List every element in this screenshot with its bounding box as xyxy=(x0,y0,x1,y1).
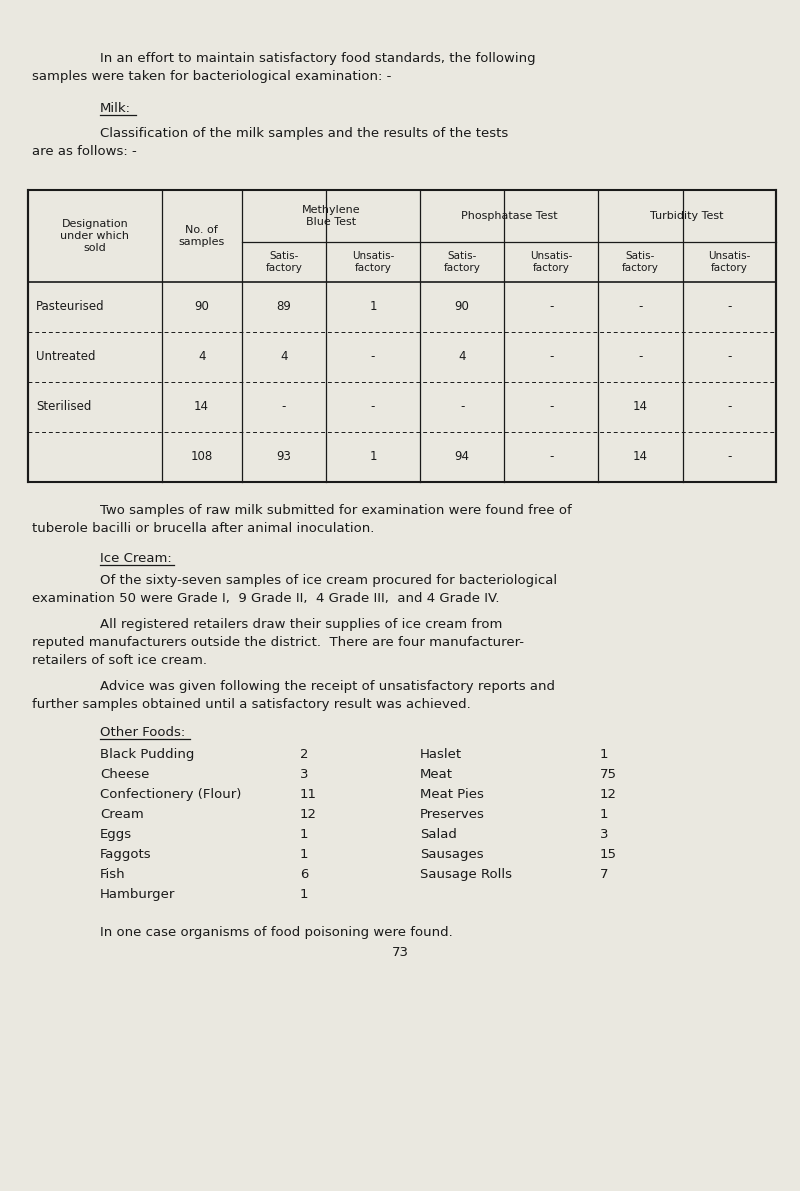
Text: Haslet: Haslet xyxy=(420,748,462,761)
Text: 3: 3 xyxy=(300,768,309,781)
Text: retailers of soft ice cream.: retailers of soft ice cream. xyxy=(32,654,207,667)
Text: 73: 73 xyxy=(391,946,409,959)
Text: 93: 93 xyxy=(277,450,291,463)
Text: examination 50 were Grade I,  9 Grade II,  4 Grade III,  and 4 Grade IV.: examination 50 were Grade I, 9 Grade II,… xyxy=(32,592,499,605)
Text: Meat Pies: Meat Pies xyxy=(420,788,484,802)
Text: 12: 12 xyxy=(300,807,317,821)
Text: samples were taken for bacteriological examination: -: samples were taken for bacteriological e… xyxy=(32,70,391,83)
Text: -: - xyxy=(727,350,731,363)
Text: In an effort to maintain satisfactory food standards, the following: In an effort to maintain satisfactory fo… xyxy=(100,52,536,66)
Text: 90: 90 xyxy=(454,300,470,313)
Text: Advice was given following the receipt of unsatisfactory reports and: Advice was given following the receipt o… xyxy=(100,680,555,693)
Text: -: - xyxy=(727,450,731,463)
Text: Designation
under which
sold: Designation under which sold xyxy=(60,219,130,252)
Text: -: - xyxy=(371,350,375,363)
Text: 1: 1 xyxy=(300,848,309,861)
Text: -: - xyxy=(549,350,554,363)
Text: -: - xyxy=(371,400,375,413)
Text: 1: 1 xyxy=(300,888,309,902)
Text: further samples obtained until a satisfactory result was achieved.: further samples obtained until a satisfa… xyxy=(32,698,470,711)
Text: Meat: Meat xyxy=(420,768,453,781)
Text: -: - xyxy=(549,400,554,413)
Text: Black Pudding: Black Pudding xyxy=(100,748,194,761)
Text: Sausages: Sausages xyxy=(420,848,484,861)
Text: 1: 1 xyxy=(370,450,377,463)
Text: No. of
samples: No. of samples xyxy=(178,225,225,247)
Text: Satis-
factory: Satis- factory xyxy=(266,251,302,273)
Text: Satis-
factory: Satis- factory xyxy=(622,251,658,273)
Text: Satis-
factory: Satis- factory xyxy=(444,251,481,273)
Text: -: - xyxy=(727,300,731,313)
Text: -: - xyxy=(638,300,642,313)
Text: Unsatis-
factory: Unsatis- factory xyxy=(352,251,394,273)
Text: 4: 4 xyxy=(280,350,288,363)
Text: 1: 1 xyxy=(600,807,609,821)
Text: Phosphatase Test: Phosphatase Test xyxy=(461,211,557,222)
Text: Fish: Fish xyxy=(100,868,126,881)
Text: Sausage Rolls: Sausage Rolls xyxy=(420,868,512,881)
Text: Methylene
Blue Test: Methylene Blue Test xyxy=(302,205,360,226)
Text: are as follows: -: are as follows: - xyxy=(32,145,137,158)
Text: 1: 1 xyxy=(300,828,309,841)
Text: Classification of the milk samples and the results of the tests: Classification of the milk samples and t… xyxy=(100,127,508,141)
Text: -: - xyxy=(460,400,464,413)
Text: -: - xyxy=(549,450,554,463)
Text: reputed manufacturers outside the district.  There are four manufacturer-: reputed manufacturers outside the distri… xyxy=(32,636,524,649)
Text: 1: 1 xyxy=(600,748,609,761)
Text: Two samples of raw milk submitted for examination were found free of: Two samples of raw milk submitted for ex… xyxy=(100,504,572,517)
Text: 6: 6 xyxy=(300,868,308,881)
Text: 3: 3 xyxy=(600,828,609,841)
Text: 94: 94 xyxy=(454,450,470,463)
Text: Untreated: Untreated xyxy=(36,350,95,363)
Text: 4: 4 xyxy=(458,350,466,363)
Text: tuberole bacilli or brucella after animal inoculation.: tuberole bacilli or brucella after anima… xyxy=(32,522,374,535)
Text: 4: 4 xyxy=(198,350,206,363)
Text: Other Foods:: Other Foods: xyxy=(100,727,186,738)
Text: All registered retailers draw their supplies of ice cream from: All registered retailers draw their supp… xyxy=(100,618,502,631)
Text: Ice Cream:: Ice Cream: xyxy=(100,551,172,565)
Text: -: - xyxy=(727,400,731,413)
Text: Hamburger: Hamburger xyxy=(100,888,175,902)
Text: -: - xyxy=(282,400,286,413)
Text: -: - xyxy=(549,300,554,313)
Text: 14: 14 xyxy=(633,400,648,413)
Bar xyxy=(28,191,776,482)
Text: 2: 2 xyxy=(300,748,309,761)
Text: 89: 89 xyxy=(277,300,291,313)
Text: 75: 75 xyxy=(600,768,617,781)
Text: Cream: Cream xyxy=(100,807,144,821)
Text: Pasteurised: Pasteurised xyxy=(36,300,105,313)
Text: 108: 108 xyxy=(190,450,213,463)
Text: 1: 1 xyxy=(370,300,377,313)
Text: Confectionery (Flour): Confectionery (Flour) xyxy=(100,788,242,802)
Text: Turbidity Test: Turbidity Test xyxy=(650,211,724,222)
Text: 14: 14 xyxy=(194,400,209,413)
Text: 14: 14 xyxy=(633,450,648,463)
Text: 15: 15 xyxy=(600,848,617,861)
Text: Of the sixty-seven samples of ice cream procured for bacteriological: Of the sixty-seven samples of ice cream … xyxy=(100,574,557,587)
Text: Salad: Salad xyxy=(420,828,457,841)
Text: -: - xyxy=(638,350,642,363)
Text: Preserves: Preserves xyxy=(420,807,485,821)
Text: In one case organisms of food poisoning were found.: In one case organisms of food poisoning … xyxy=(100,925,453,939)
Text: Unsatis-
factory: Unsatis- factory xyxy=(530,251,572,273)
Text: Sterilised: Sterilised xyxy=(36,400,91,413)
Text: 90: 90 xyxy=(194,300,209,313)
Text: Cheese: Cheese xyxy=(100,768,150,781)
Text: Unsatis-
factory: Unsatis- factory xyxy=(708,251,750,273)
Text: Milk:: Milk: xyxy=(100,102,131,116)
Text: Eggs: Eggs xyxy=(100,828,132,841)
Text: 11: 11 xyxy=(300,788,317,802)
Text: 7: 7 xyxy=(600,868,609,881)
Text: 12: 12 xyxy=(600,788,617,802)
Text: Faggots: Faggots xyxy=(100,848,152,861)
